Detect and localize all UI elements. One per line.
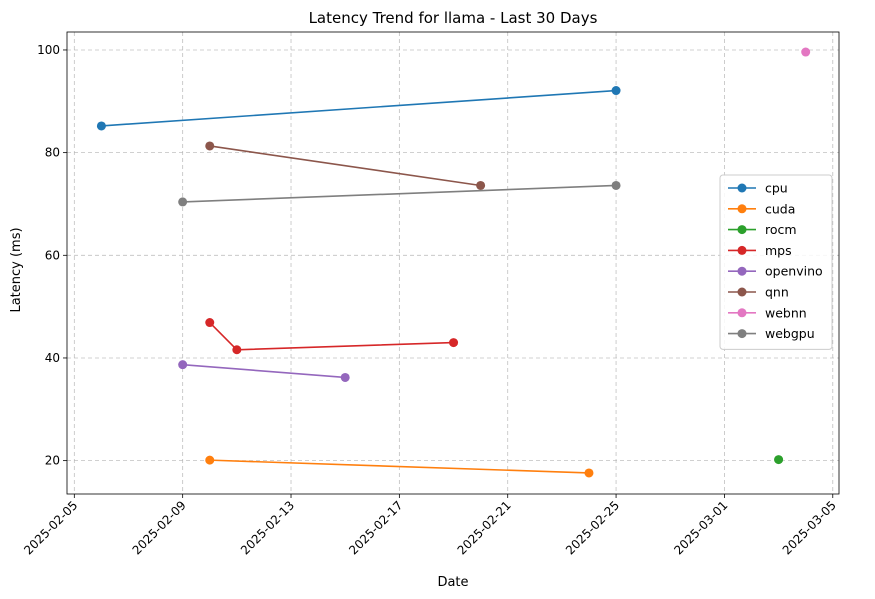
series-mps: [205, 318, 459, 355]
series-openvino: [178, 360, 350, 382]
series-line-openvino: [182, 363, 346, 379]
series-line-mps: [209, 321, 454, 351]
legend-label-qnn: qnn: [765, 285, 789, 300]
series-cuda: [205, 455, 594, 478]
legend-label-cpu: cpu: [765, 181, 788, 196]
x-tick-label: 2025-03-01: [671, 498, 730, 557]
data-point-cuda: [205, 455, 215, 465]
x-tick-label: 2025-02-13: [238, 498, 297, 557]
data-point-qnn: [205, 141, 215, 151]
series-layer: [96, 47, 811, 478]
y-tick-label: 20: [45, 454, 60, 468]
grid: [67, 32, 839, 494]
x-tick-label: 2025-02-25: [563, 498, 622, 557]
series-line-qnn: [209, 145, 481, 187]
legend: cpu cuda rocm mps openvino qnn webnn webgpu: [719, 174, 833, 350]
y-tick-label: 60: [45, 248, 60, 262]
series-line-cpu: [101, 89, 617, 127]
data-point-qnn: [476, 180, 486, 190]
chart-title: Latency Trend for llama - Last 30 Days: [309, 9, 598, 27]
legend-box: [719, 174, 833, 350]
legend-label-openvino: openvino: [765, 264, 823, 279]
y-tick-label: 40: [45, 351, 60, 365]
x-axis-title: Date: [437, 575, 468, 590]
legend-marker-rocm: [737, 225, 747, 235]
series-webgpu: [178, 180, 621, 207]
series-rocm: [774, 455, 784, 465]
axes: 2025-02-05 2025-02-09 2025-02-13 2025-02-17…: [21, 31, 840, 557]
series-line-cuda: [209, 459, 590, 474]
data-point-webgpu: [611, 180, 621, 190]
x-tick-label: 2025-02-21: [455, 498, 514, 557]
y-tick-label: 100: [37, 43, 60, 57]
data-point-cpu: [611, 86, 621, 96]
plot-frame: [66, 31, 840, 495]
y-axis-title: Latency (ms): [9, 227, 24, 312]
y-tick-label: 80: [45, 146, 60, 160]
legend-marker-cuda: [737, 204, 747, 214]
data-point-mps: [449, 338, 459, 348]
series-cpu: [96, 86, 621, 131]
legend-marker-cpu: [737, 183, 747, 193]
legend-marker-webgpu: [737, 329, 747, 339]
data-point-rocm: [774, 455, 784, 465]
x-tick-label: 2025-02-17: [346, 498, 405, 557]
legend-marker-mps: [737, 245, 747, 255]
legend-marker-qnn: [737, 287, 747, 297]
x-tick-label: 2025-02-05: [21, 498, 80, 557]
data-point-mps: [232, 345, 242, 355]
legend-label-rocm: rocm: [765, 222, 797, 237]
data-point-mps: [205, 318, 215, 328]
legend-label-mps: mps: [765, 243, 792, 258]
data-point-cuda: [584, 468, 594, 478]
data-point-cpu: [96, 121, 106, 131]
legend-label-webnn: webnn: [765, 305, 807, 320]
series-line-webgpu: [182, 184, 617, 203]
data-point-webgpu: [178, 197, 188, 207]
legend-label-webgpu: webgpu: [765, 326, 815, 341]
legend-label-cuda: cuda: [765, 201, 795, 216]
x-tick-label: 2025-03-05: [780, 498, 839, 557]
series-qnn: [205, 141, 486, 190]
legend-marker-webnn: [737, 308, 747, 318]
legend-marker-openvino: [737, 266, 747, 276]
data-point-webnn: [801, 47, 811, 57]
x-tick-label: 2025-02-09: [130, 498, 189, 557]
data-point-openvino: [340, 372, 350, 382]
series-webnn: [801, 47, 811, 57]
data-point-openvino: [178, 360, 188, 370]
